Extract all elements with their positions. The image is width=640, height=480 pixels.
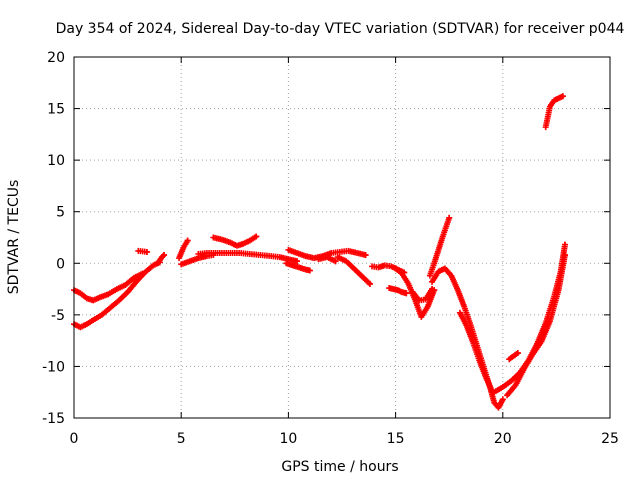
data-point [184,237,191,244]
data-point [293,258,300,265]
x-tick-labels: 0 5 10 15 20 25 [70,431,619,447]
series-arc-22 [506,350,521,363]
series-arc-7 [195,249,300,265]
grid-lines [74,57,610,418]
data-point [366,280,373,287]
data-point [143,248,150,255]
y-tick-label: 20 [47,50,65,66]
data-point [362,252,369,259]
series-arc-10 [285,246,369,262]
x-tick-label: 10 [279,431,297,447]
data-point [403,290,410,297]
chart-title: Day 354 of 2024, Sidereal Day-to-day VTE… [56,21,625,37]
x-axis-label: GPS time / hours [281,459,398,475]
series-arc-8 [210,233,260,249]
data-point [161,252,168,259]
y-tick-labels: -15 -10 -5 0 5 10 15 20 [42,50,65,427]
series-arc-4 [154,252,168,267]
series-arc-15 [392,265,438,320]
data-point [559,93,566,100]
series-arc-9 [283,260,313,274]
y-tick-label: -5 [51,308,65,324]
x-tick-label: 20 [494,431,512,447]
series-arc-23 [542,93,566,131]
x-tick-label: 5 [177,431,186,447]
data-points [71,93,568,411]
data-point [561,241,568,248]
series-arc-20 [491,241,568,396]
y-axis-label: SDTVAR / TECUs [6,180,22,295]
x-tick-label: 0 [70,431,79,447]
plot-frame [73,56,611,419]
data-point [514,350,521,357]
data-point [499,396,506,403]
series-arc-3 [135,247,150,255]
y-tick-label: -15 [42,411,65,427]
y-tick-label: 0 [56,256,65,272]
y-tick-label: 15 [47,102,65,118]
data-point [332,258,339,265]
data-point [446,214,453,221]
data-point [306,267,313,274]
series-arc-19 [456,309,496,395]
data-point [253,233,260,240]
series-arc-17 [426,214,453,279]
data-point [561,252,568,259]
series-arc-5 [176,237,191,262]
series-arc-14 [386,285,410,297]
series-arc-18 [429,265,506,411]
y-tick-label: 10 [47,153,65,169]
series-arc-12 [334,254,373,287]
data-point [429,286,436,293]
series-arc-21 [504,252,568,399]
x-tick-label: 25 [601,431,619,447]
x-tick-label: 15 [387,431,405,447]
series-arc-16 [409,286,436,304]
series-arc-11 [315,254,339,265]
data-point [159,253,166,260]
y-tick-label: -10 [42,359,65,375]
y-tick-label: 5 [56,205,65,221]
